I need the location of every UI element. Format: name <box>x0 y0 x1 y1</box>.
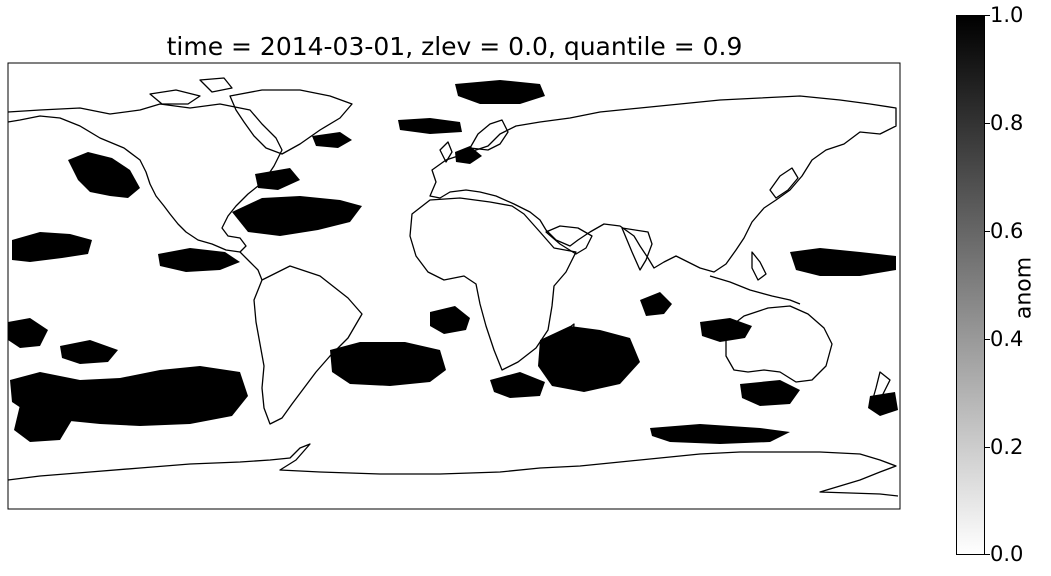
anomaly-patch <box>232 196 362 236</box>
anomaly-patch <box>312 132 352 148</box>
anomaly-patch <box>650 424 790 444</box>
anomaly-patch <box>10 366 248 426</box>
anomaly-patch <box>398 118 462 134</box>
coastline-india <box>621 227 653 271</box>
colorbar-tick-label: 0.0 <box>990 542 1024 566</box>
anomaly-patch <box>430 306 470 334</box>
coastline-greenland <box>229 89 353 155</box>
anomaly-patch <box>14 402 72 442</box>
colorbar-tick <box>985 554 990 555</box>
coastline-antarctica <box>7 443 899 497</box>
anomaly-patch <box>68 152 140 198</box>
colorbar-tick-label: 0.4 <box>990 327 1024 351</box>
colorbar <box>956 15 985 555</box>
anomaly-patch <box>255 168 300 190</box>
anomaly-patch <box>790 248 896 276</box>
anomaly-patch <box>158 248 240 272</box>
anomaly-regions <box>8 80 898 444</box>
coastline-arctic-islands <box>149 89 201 105</box>
colorbar-tick-label: 0.6 <box>990 219 1024 243</box>
anomaly-patch <box>538 326 640 392</box>
coastline-scandinavia <box>469 119 509 151</box>
coastline-japan <box>769 167 799 199</box>
anomaly-patch <box>60 340 118 364</box>
coastline-north-america <box>7 103 283 253</box>
map-frame <box>7 62 901 510</box>
coastline-south-america <box>253 265 363 425</box>
coastline-africa <box>409 197 577 371</box>
colorbar-tick <box>985 231 990 232</box>
colorbar-tick <box>985 447 990 448</box>
anomaly-patch <box>740 380 800 406</box>
coastline-sea-islands <box>709 275 801 305</box>
anomaly-patch <box>8 318 48 348</box>
coastlines <box>7 77 899 497</box>
colorbar-tick-label: 1.0 <box>990 3 1024 27</box>
anomaly-patch <box>330 342 446 386</box>
anomaly-patch <box>12 232 92 262</box>
coastline-australia <box>725 305 833 383</box>
colorbar-label: anom <box>1011 256 1037 320</box>
colorbar-tick <box>985 15 990 16</box>
anomaly-patch <box>640 292 672 316</box>
anomaly-patch <box>455 80 545 104</box>
coastline-arabia <box>545 225 593 255</box>
coastline-eurasia <box>429 95 897 273</box>
map-title: time = 2014-03-01, zlev = 0.0, quantile … <box>166 32 743 61</box>
coastline-new-zealand <box>871 371 891 403</box>
coastline-sea-islands <box>751 251 767 281</box>
coastline-uk <box>439 141 453 163</box>
anomaly-patch <box>868 392 898 416</box>
colorbar-tick-label: 0.8 <box>990 111 1024 135</box>
colorbar-tick <box>985 339 990 340</box>
anomaly-patch <box>490 372 545 398</box>
coastline-central-america <box>239 251 263 281</box>
colorbar-tick <box>985 123 990 124</box>
coastline-arctic-islands <box>199 77 233 93</box>
colorbar-tick-label: 0.2 <box>990 435 1024 459</box>
coastline-madagascar <box>563 323 575 355</box>
